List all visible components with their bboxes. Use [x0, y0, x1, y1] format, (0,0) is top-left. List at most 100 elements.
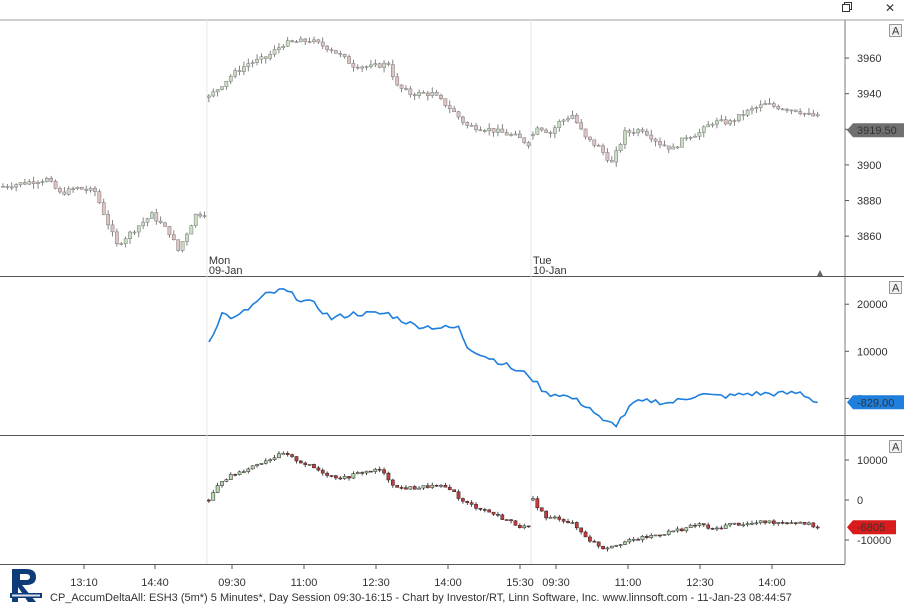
price-candle — [500, 128, 505, 133]
price-candle — [185, 233, 189, 242]
price-candle — [811, 112, 816, 117]
accum-candle — [373, 468, 378, 472]
price-candle — [399, 84, 404, 89]
restore-icon[interactable] — [840, 1, 854, 15]
time-tick-label: 14:00 — [434, 577, 462, 589]
price-candle — [697, 132, 702, 137]
accum-candle — [566, 521, 570, 524]
accum-candle — [592, 540, 597, 543]
price-candle — [421, 92, 426, 94]
price-candle — [364, 66, 369, 68]
accum-candle — [767, 520, 772, 524]
price-candle — [522, 137, 527, 143]
price-candle — [482, 130, 487, 132]
price-candle — [789, 109, 794, 112]
delta-value-tag-text: -829.00 — [857, 397, 894, 409]
price-candle — [465, 122, 470, 126]
price-candle — [58, 188, 62, 193]
price-candle — [101, 202, 106, 215]
price-candle — [557, 121, 562, 128]
price-candle — [539, 127, 544, 131]
price-candle — [14, 184, 18, 188]
price-candle — [452, 108, 456, 113]
last-price-tag-text: 3919.50 — [857, 125, 897, 137]
close-icon[interactable]: ✕ — [884, 1, 896, 15]
price-candle — [758, 104, 763, 108]
price-candle — [141, 221, 146, 227]
accum-candle — [636, 539, 640, 541]
price-candle — [609, 160, 614, 163]
price-candle — [224, 80, 229, 87]
price-candle — [115, 231, 119, 244]
price-candle — [767, 103, 772, 105]
price-candle — [666, 145, 671, 150]
autoscale-button-box[interactable] — [889, 440, 902, 453]
day-label: Mon — [209, 255, 230, 267]
accum-candle — [386, 472, 391, 481]
accum-candle — [421, 485, 426, 489]
price-candle — [31, 181, 36, 184]
accum-candle — [377, 468, 382, 471]
autoscale-button-box[interactable] — [889, 24, 902, 37]
autoscale-button[interactable]: A — [889, 440, 902, 454]
price-candle — [255, 58, 259, 63]
accum-candle — [579, 527, 584, 533]
price-candle — [18, 182, 23, 185]
accum-candle — [789, 522, 794, 524]
accum-candle — [715, 527, 719, 530]
accum-candle — [316, 467, 321, 471]
accum-candle — [684, 527, 689, 532]
price-candle — [347, 56, 351, 64]
price-candle — [583, 128, 588, 138]
price-candle — [128, 231, 132, 240]
price-candle — [693, 135, 697, 138]
price-candle — [553, 127, 557, 134]
accum-candle — [298, 460, 303, 464]
time-tick-label: 12:30 — [686, 577, 714, 589]
price-candle — [9, 186, 14, 189]
y-tick-label: 3880 — [857, 196, 881, 208]
accum-candle — [237, 471, 242, 475]
accum-candle — [246, 468, 251, 472]
price-candle — [154, 212, 159, 222]
price-candle — [443, 98, 448, 106]
accum-candle — [338, 477, 343, 480]
accum-candle — [215, 485, 220, 493]
autoscale-button-box[interactable] — [889, 281, 902, 294]
price-candle — [701, 126, 706, 133]
autoscale-button[interactable]: A — [889, 24, 902, 38]
price-candle — [736, 114, 741, 122]
price-candle — [66, 188, 71, 195]
price-candle — [706, 124, 711, 128]
price-candle — [285, 40, 290, 47]
price-candle — [198, 213, 202, 217]
price-candle — [807, 112, 811, 115]
accum-candle — [211, 492, 216, 501]
price-candle — [793, 109, 798, 112]
accum-candle — [719, 527, 724, 530]
price-candle — [145, 218, 150, 223]
price-candle — [307, 41, 312, 43]
accum-candle — [640, 536, 645, 541]
status-bar-text: CP_AccumDeltaAll: ESH3 (5m*) 5 Minutes*,… — [50, 592, 792, 604]
price-candle — [211, 91, 216, 97]
price-candle — [277, 47, 281, 50]
accum-candle — [355, 472, 360, 474]
price-candle — [110, 224, 115, 233]
date-label: 10-Jan — [533, 265, 567, 277]
price-candle — [1, 186, 5, 188]
accum-candle — [723, 524, 728, 529]
accum-candle — [513, 520, 518, 526]
price-candle — [49, 177, 54, 182]
autoscale-button[interactable]: A — [889, 281, 902, 295]
price-candle — [531, 134, 535, 136]
price-candle — [710, 123, 715, 126]
price-candle — [329, 49, 334, 51]
time-tick-label: 13:10 — [70, 577, 98, 589]
accum-candle — [706, 524, 711, 529]
accum-value-tag-bg — [847, 520, 896, 535]
price-candle — [750, 108, 754, 111]
price-candle — [631, 132, 636, 134]
price-candle — [561, 119, 566, 122]
